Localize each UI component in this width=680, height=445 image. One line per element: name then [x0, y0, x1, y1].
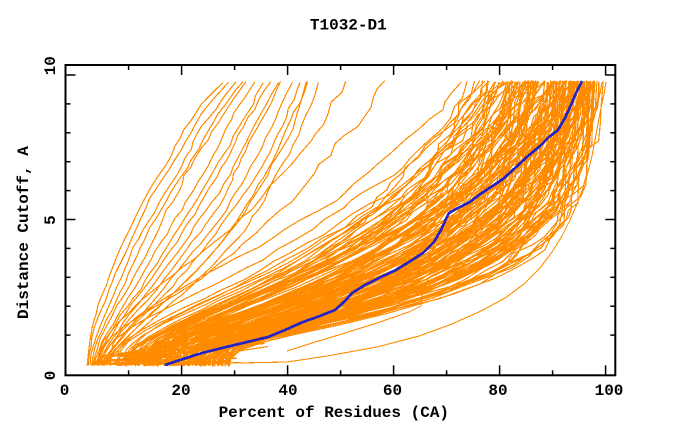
svg-text:T1032-D1: T1032-D1 [310, 17, 387, 35]
svg-text:5: 5 [42, 215, 60, 225]
svg-text:Percent of Residues (CA): Percent of Residues (CA) [219, 404, 449, 422]
svg-text:0: 0 [42, 371, 60, 381]
svg-text:Distance Cutoff, A: Distance Cutoff, A [15, 146, 33, 319]
svg-text:60: 60 [383, 382, 402, 400]
svg-text:80: 80 [488, 382, 507, 400]
svg-text:10: 10 [42, 56, 60, 75]
svg-text:20: 20 [171, 382, 190, 400]
svg-text:0: 0 [60, 382, 70, 400]
svg-text:40: 40 [278, 382, 297, 400]
svg-text:100: 100 [595, 382, 624, 400]
